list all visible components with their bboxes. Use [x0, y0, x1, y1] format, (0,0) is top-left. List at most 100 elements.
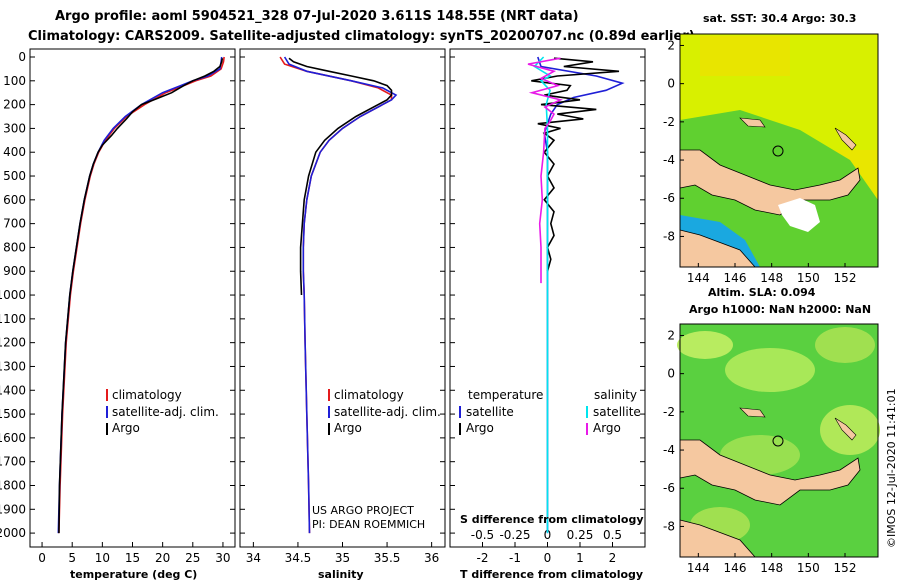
temperature-legend: climatology satellite-adj. clim. Argo [106, 388, 219, 435]
depth-tick-label: 2000 [0, 526, 26, 540]
map-x-tick-label: 144 [687, 271, 710, 285]
difference-legend: temperature satellite Argo salinity sate… [459, 388, 641, 435]
map-y-tick-label: 2 [667, 38, 675, 52]
depth-tick-label: 1900 [0, 502, 26, 516]
map-x-tick-label: 146 [724, 561, 747, 575]
sst-map-title: sat. SST: 30.4 Argo: 30.3 [703, 12, 856, 25]
depth-tick-label: 800 [3, 240, 26, 254]
x-tick-label: 30 [215, 551, 230, 565]
legend-salinity-title: salinity [594, 388, 637, 402]
depth-tick-label: 1100 [0, 312, 26, 326]
x-tick-label: -2 [477, 551, 489, 565]
s-tick-label: 0 [544, 528, 552, 542]
legend-argo: Argo [112, 421, 140, 435]
legend-argo: Argo [334, 421, 362, 435]
land-island [834, 417, 857, 441]
depth-tick-label: 200 [3, 98, 26, 112]
sla-map-axes: 144 146 148 150 152 2 0 -2 -4 -6 -8 [663, 328, 856, 575]
argo-location-marker [772, 435, 784, 447]
map-x-tick-label: 144 [687, 561, 710, 575]
sla-high-patch [815, 327, 875, 363]
series-line-temperature-argo [531, 57, 620, 272]
sla-map [677, 323, 880, 558]
legend-climatology: climatology [334, 388, 404, 402]
sla-map-frame [679, 323, 879, 558]
s-tick-label: 0.25 [567, 528, 594, 542]
depth-tick-label: 1800 [0, 478, 26, 492]
temperature-x-axis: 0 5 10 15 20 25 30 [38, 542, 231, 565]
depth-tick-label: 900 [3, 264, 26, 278]
map-x-tick-label: 150 [797, 561, 820, 575]
x-tick-label: 15 [125, 551, 140, 565]
x-tick-label: 36 [424, 551, 439, 565]
map-x-tick-label: 146 [724, 271, 747, 285]
map-x-tick-label: 152 [834, 271, 857, 285]
salinity-axis-label: salinity [318, 568, 364, 580]
map-y-tick-label: -4 [663, 443, 675, 457]
depth-tick-label: 600 [3, 193, 26, 207]
x-tick-label: 2 [609, 551, 617, 565]
map-x-tick-label: 152 [834, 561, 857, 575]
map-y-tick-label: -4 [663, 153, 675, 167]
legend-temperature-title: temperature [468, 388, 543, 402]
map-x-tick-label: 148 [760, 561, 783, 575]
sst-map-frame [679, 33, 879, 268]
x-tick-label: 0 [544, 551, 552, 565]
series-line-argo [288, 57, 393, 296]
x-tick-label: 34.5 [285, 551, 312, 565]
depth-tick-label: 500 [3, 169, 26, 183]
depth-tick-label: 400 [3, 145, 26, 159]
sst-map-axes: 144 146 148 150 152 2 0 -2 -4 -6 -8 [663, 38, 856, 285]
x-tick-label: 1 [576, 551, 584, 565]
x-tick-label: 35 [335, 551, 350, 565]
s-tick-label: -0.25 [499, 528, 530, 542]
depth-tick-label: 1600 [0, 431, 26, 445]
sst-warm-patch [700, 36, 790, 76]
x-tick-label: -1 [509, 551, 521, 565]
map-y-tick-label: -2 [663, 405, 675, 419]
depth-tick-label: 1300 [0, 359, 26, 373]
series-line-salinity-satellite [533, 56, 552, 534]
map-y-tick-label: -6 [663, 191, 675, 205]
salinity-x-axis: 34 34.5 35 35.5 36 [246, 542, 439, 565]
header-line2: Climatology: CARS2009. Satellite-adjuste… [28, 29, 695, 44]
land-new-guinea [679, 149, 861, 216]
x-tick-label: 25 [185, 551, 200, 565]
temperature-axis-label: temperature (deg C) [70, 568, 197, 580]
project-credit-1: US ARGO PROJECT [312, 504, 414, 517]
map-y-tick-label: -6 [663, 481, 675, 495]
map-y-tick-label: 0 [667, 367, 675, 381]
sla-high-patch [677, 331, 733, 359]
difference-series [527, 56, 625, 534]
series-line-salinity-argo [527, 57, 563, 284]
depth-tick-label: 1500 [0, 407, 26, 421]
salinity-series [279, 56, 398, 534]
x-tick-label: 35.5 [374, 551, 401, 565]
argo-location-marker [772, 145, 784, 157]
map-y-tick-label: -8 [663, 519, 675, 533]
t-difference-x-axis: -2 -1 0 1 2 [477, 542, 617, 565]
depth-tick-label: 1000 [0, 288, 26, 302]
depth-tick-label: 300 [3, 121, 26, 135]
map-y-tick-label: 2 [667, 328, 675, 342]
land-island [739, 407, 766, 418]
map-x-tick-label: 150 [797, 271, 820, 285]
s-tick-label: -0.5 [471, 528, 494, 542]
map-y-tick-label: 0 [667, 77, 675, 91]
salinity-panel [239, 48, 446, 548]
legend-climatology: climatology [112, 388, 182, 402]
land-island [834, 127, 857, 151]
project-credit-2: PI: DEAN ROEMMICH [312, 518, 425, 531]
sla-map-subtitle: Argo h1000: NaN h2000: NaN [689, 303, 871, 316]
imos-credit: ©IMOS 12-Jul-2020 11:41:01 [885, 388, 898, 548]
map-y-tick-label: -8 [663, 229, 675, 243]
map-x-tick-label: 148 [760, 271, 783, 285]
legend-t-satellite: satellite [466, 405, 514, 419]
s-difference-axis-label: S difference from climatology [460, 513, 644, 526]
t-difference-axis-label: T difference from climatology [460, 568, 643, 580]
depth-tick-label: 700 [3, 217, 26, 231]
s-difference-x-axis: -0.5 -0.25 0 0.25 0.5 [471, 528, 622, 542]
x-tick-label: 10 [95, 551, 110, 565]
temperature-panel [29, 48, 236, 548]
